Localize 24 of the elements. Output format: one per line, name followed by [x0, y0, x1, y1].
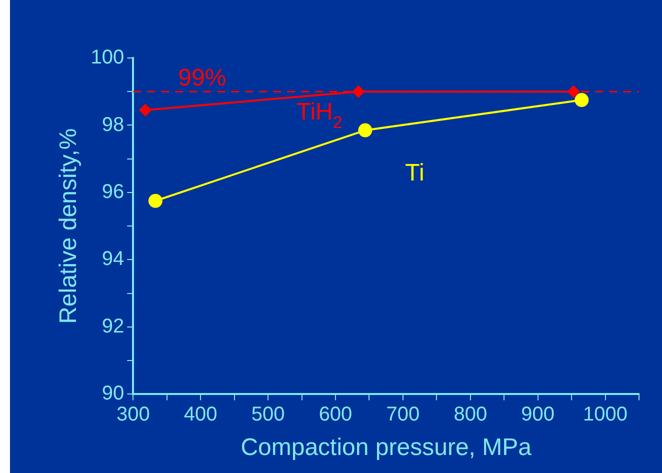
- point: [148, 194, 162, 208]
- x-tick-label: 400: [184, 404, 218, 426]
- y-tick-label: 96: [102, 180, 124, 203]
- point: [574, 93, 589, 108]
- x-tick-label: 1000: [583, 404, 628, 426]
- x-tick-label: 800: [454, 404, 488, 426]
- y-tick-label: 90: [102, 382, 124, 405]
- y-axis-title: Relative density,%: [55, 128, 82, 324]
- x-axis-title: Compaction pressure, MPa: [240, 434, 532, 462]
- y-tick-label: 100: [90, 46, 124, 69]
- y-tick-label: 94: [102, 248, 124, 270]
- point: [358, 123, 372, 138]
- point: [139, 104, 152, 116]
- y-tick-label: 98: [102, 114, 124, 136]
- x-tick-label: 900: [521, 404, 555, 426]
- series-label: Ti: [405, 159, 424, 186]
- x-tick-label: 300: [116, 404, 150, 426]
- ref-line-label: 99%: [178, 64, 226, 92]
- x-tick-label: 500: [251, 404, 285, 426]
- point: [352, 86, 364, 98]
- y-tick-label: 92: [102, 315, 124, 338]
- point: [568, 86, 580, 98]
- x-tick-label: 700: [386, 404, 420, 426]
- x-tick-label: 600: [318, 404, 352, 426]
